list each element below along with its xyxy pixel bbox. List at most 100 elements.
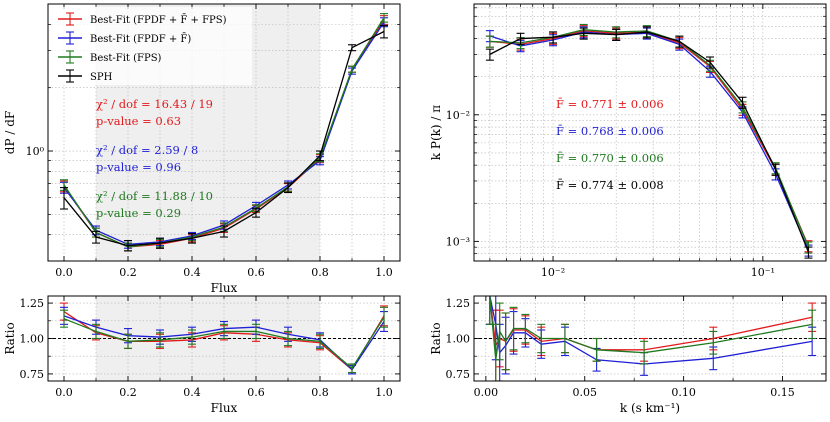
x-axis-label: k (s km⁻¹) [620,401,680,415]
ticks: 0.0 0.2 0.4 0.6 0.8 1.0 10⁰ [26,4,400,279]
errorbar-green [485,35,494,48]
errorbar-green [640,340,649,365]
x-tick-label: 0.0 [55,386,73,399]
mean-flux-annotations: F̄ = 0.771 ± 0.006 F̄ = 0.768 ± 0.006 F̄ =… [556,97,664,192]
errorbar-black [642,26,651,39]
x-tick-label: 0.05 [572,386,597,399]
mean-flux-annotation: F̄ = 0.771 ± 0.006 [556,97,664,111]
x-tick-label: 0.10 [671,386,696,399]
errorbar-black [516,32,525,45]
x-tick-label: 0.4 [183,266,201,279]
mean-flux-annotation: F̄ = 0.768 ± 0.006 [556,124,664,138]
errorbar-green [592,337,601,362]
errorbar-green [156,332,164,348]
series-group [60,13,388,252]
series-group [485,296,817,381]
errorbar-black [380,24,388,39]
x-tick-label: 10⁻¹ [751,266,775,279]
errorbar-green [495,302,504,361]
legend-label: Best-Fit (FPS) [90,53,162,64]
y-tick-label: 0.75 [20,368,45,381]
errorbar-green [521,313,530,344]
errorbar-black [284,182,292,194]
chi2-annotations: χ² / dof = 16.43 / 19 p-value = 0.63 χ² / … [96,97,213,220]
x-tick-label: 0.6 [247,266,265,279]
legend-item: SPH [58,69,113,83]
errorbar-green [380,306,388,328]
y-tick-label: 10⁻² [446,109,470,122]
pvalue-annotation: p-value = 0.96 [96,160,181,174]
errorbar-black [188,233,196,244]
x-tick-label: 0.8 [311,266,329,279]
ticks: 0.0 0.2 0.4 0.6 0.8 1.0 0.75 1.00 1.25 [20,296,400,399]
series-line-blue [489,296,813,365]
y-axis-label: Ratio [3,322,17,354]
chi2-annotation: χ² / dof = 16.43 / 19 [96,97,213,111]
y-axis-label: dP / dF [3,111,17,154]
errorbar-green [60,309,68,328]
legend-box [52,7,252,85]
errorbar-green [348,65,356,73]
legend-item: Best-Fit (FPDF + F̄ + FPS) [58,12,227,26]
x-tick-label: 0.15 [770,386,795,399]
y-tick-label: 1.00 [446,333,471,346]
x-tick-label: 0.6 [247,386,265,399]
ticks: 10⁻² 10⁻¹ 10⁻³ 10⁻² [446,4,826,279]
errorbar-black [549,31,558,44]
errorbar-green [537,323,546,354]
errorbar-green [501,312,510,371]
x-axis-label: Flux [211,281,238,295]
errorbar-black [675,35,684,48]
series-line-green [489,296,813,360]
mean-flux-annotation: F̄ = 0.770 ± 0.006 [556,151,664,165]
panel-flux_power_ratio: 0.00 0.05 0.10 0.15 0.75 1.00 1.25 k (s km⁻¹) Ra… [429,295,827,415]
x-tick-label: 0.8 [311,386,329,399]
y-tick-label: 1.00 [20,333,45,346]
errorbar-black [156,237,164,249]
ticks: 0.00 0.05 0.10 0.15 0.75 1.00 1.25 [446,296,826,399]
legend-label: Best-Fit (FPDF + F̄) [90,33,191,45]
x-tick-label: 1.0 [375,386,393,399]
errorbar-black [771,163,780,176]
errorbar-black [124,240,132,252]
errorbar-black [804,246,813,259]
y-axis-label: Ratio [429,322,443,354]
errorbar-black [612,28,621,41]
legend-item: Best-Fit (FPS) [58,50,162,64]
errorbar-black [316,150,324,162]
legend-item: Best-Fit (FPDF + F̄) [58,31,191,45]
errorbar-green [92,323,100,340]
errorbar-green [188,329,196,345]
errorbar-black [252,207,260,218]
errorbar-black [706,56,715,69]
x-tick-label: 0.2 [119,386,137,399]
errorbar-green [560,323,569,354]
y-tick-label: 10⁰ [26,145,45,158]
chi2-annotation: χ² / dof = 2.59 / 8 [96,143,198,157]
panel-flux_power: 10⁻² 10⁻¹10⁻³10⁻²k P(k) / πF̄ = 0.771 ± 0… [429,3,827,279]
errorbar-green [509,306,518,351]
errorbar-black [92,230,100,244]
errorbar-black [738,96,747,109]
errorbar-black [348,44,356,52]
errorbar-green [316,333,324,349]
errorbar-green [252,323,260,340]
x-tick-label: 10⁻² [541,266,565,279]
errorbar-green [808,309,817,340]
legend: Best-Fit (FPDF + F̄ + FPS) Best-Fit (FPDF… [52,7,252,85]
errorbar-black [220,225,228,238]
errorbar-black [60,187,68,210]
errorbar-green [220,323,228,340]
y-tick-label: 1.25 [20,297,45,310]
series-group [485,23,813,259]
y-tick-label: 10⁻³ [446,235,470,248]
legend-label: Best-Fit (FPDF + F̄ + FPS) [90,14,227,26]
series-group [60,302,388,375]
errorbar-green [348,363,356,374]
chi2-annotation: χ² / dof = 11.88 / 10 [96,189,213,203]
legend-label: SPH [90,72,113,83]
x-axis-label: Flux [211,401,238,415]
panel-flux_pdf: 0.0 0.2 0.4 0.6 0.8 1.0 10⁰ Flux dP / dF Best-Fit… [3,3,401,295]
errorbar-black [485,48,494,61]
